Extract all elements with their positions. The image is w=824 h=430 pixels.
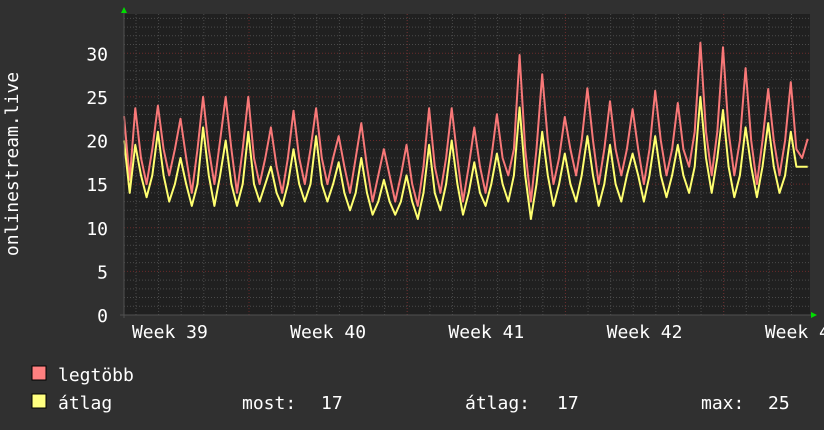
legend-swatch-avg xyxy=(31,393,47,409)
y-tick-label: 0 xyxy=(97,306,108,327)
y-tick-label: 10 xyxy=(86,219,108,240)
stat-now-label: most: xyxy=(242,393,296,414)
y-tick-label: 30 xyxy=(86,44,108,65)
y-tick-labels: 0 5 10 15 20 25 30 xyxy=(86,44,108,327)
legend-label-max: legtöbb xyxy=(58,365,134,386)
legend-swatch-max xyxy=(31,365,47,381)
legend-label-avg: átlag xyxy=(58,393,112,414)
y-tick-label: 15 xyxy=(86,175,108,196)
x-tick-label: Week 40 xyxy=(290,322,366,343)
stat-avg-label: átlag: xyxy=(465,393,530,414)
stat-max-value: 25 xyxy=(768,393,790,414)
stat-max-label: max: xyxy=(701,393,744,414)
series-line-max xyxy=(123,41,809,207)
x-tick-label: Week 39 xyxy=(132,322,208,343)
x-tick-labels: Week 39 Week 40 Week 41 Week 42 Week 43 xyxy=(132,322,824,343)
series-lines xyxy=(123,41,809,220)
y-axis-arrow-icon xyxy=(121,7,127,13)
stat-now-value: 17 xyxy=(321,393,343,414)
y-tick-label: 20 xyxy=(86,132,108,153)
x-tick-label: Week 42 xyxy=(607,322,683,343)
series-line-avg xyxy=(123,95,808,220)
y-axis-label: onlinestream.live xyxy=(2,72,23,256)
y-tick-label: 25 xyxy=(86,88,108,109)
x-axis-arrow-icon xyxy=(811,312,817,318)
x-tick-label: Week 41 xyxy=(448,322,524,343)
x-tick-label: Week 43 xyxy=(765,322,824,343)
legend: legtöbb átlag most: 17 átlag: 17 max: 25 xyxy=(31,365,790,414)
stat-avg-value: 17 xyxy=(557,393,579,414)
y-tick-label: 5 xyxy=(97,262,108,283)
